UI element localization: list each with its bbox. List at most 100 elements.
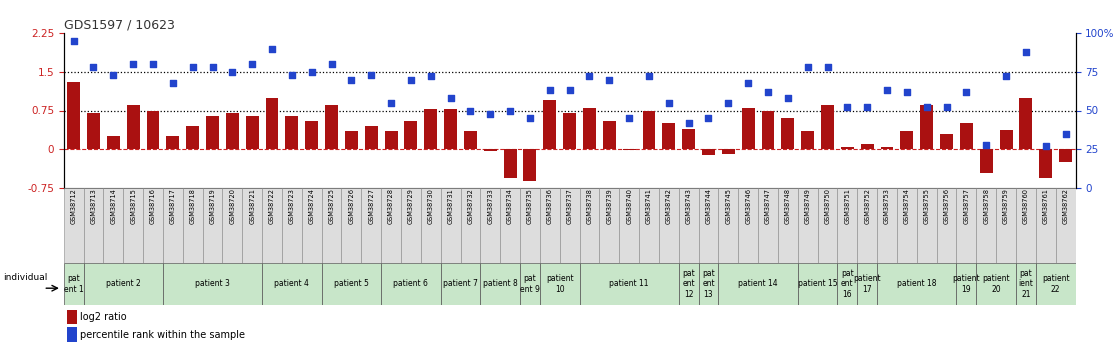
Point [739, 80, 757, 85]
Point [224, 69, 241, 75]
Bar [841, 147, 854, 149]
Bar [821, 105, 834, 149]
Text: GSM38751: GSM38751 [844, 188, 851, 224]
Point [818, 64, 836, 70]
Bar [758, 188, 778, 263]
Bar [503, 149, 517, 178]
Bar [282, 188, 302, 263]
Bar [623, 149, 636, 150]
Text: GSM38754: GSM38754 [903, 188, 910, 224]
Text: GSM38738: GSM38738 [587, 188, 593, 224]
Bar [246, 116, 258, 149]
Text: GSM38755: GSM38755 [923, 188, 930, 224]
Bar [440, 188, 461, 263]
Bar [481, 188, 500, 263]
Text: GSM38729: GSM38729 [408, 188, 414, 224]
Bar [900, 131, 913, 149]
Bar [385, 131, 398, 149]
Text: GSM38741: GSM38741 [646, 188, 652, 224]
Bar [84, 188, 103, 263]
Bar [64, 188, 84, 263]
Text: pat
ent
13: pat ent 13 [702, 269, 714, 299]
Bar [722, 149, 735, 155]
Bar [798, 263, 837, 305]
Bar [741, 108, 755, 149]
Bar [1059, 149, 1072, 162]
Bar [639, 188, 659, 263]
Bar [579, 263, 679, 305]
Point [838, 105, 856, 110]
Bar [484, 149, 496, 151]
Bar [322, 188, 341, 263]
Text: log2 ratio: log2 ratio [80, 312, 127, 322]
Text: GSM38743: GSM38743 [685, 188, 692, 224]
Bar [897, 188, 917, 263]
Point [560, 88, 578, 93]
Text: GSM38758: GSM38758 [983, 188, 989, 224]
Bar [682, 129, 695, 149]
Point [104, 72, 122, 78]
Text: patient 15: patient 15 [798, 279, 837, 288]
Text: GSM38730: GSM38730 [428, 188, 434, 224]
Text: GSM38760: GSM38760 [1023, 188, 1029, 224]
Bar [87, 113, 100, 149]
Text: GSM38749: GSM38749 [805, 188, 811, 224]
Bar [960, 124, 973, 149]
Text: patient
19: patient 19 [953, 274, 980, 294]
Point [600, 77, 618, 82]
Point [303, 69, 321, 75]
Bar [420, 188, 440, 263]
Text: patient 7: patient 7 [443, 279, 477, 288]
Text: GSM38752: GSM38752 [864, 188, 870, 224]
Text: GSM38731: GSM38731 [447, 188, 454, 224]
Bar [425, 109, 437, 149]
Point [362, 72, 380, 78]
Bar [67, 82, 80, 149]
Bar [719, 188, 738, 263]
Text: GSM38750: GSM38750 [825, 188, 831, 224]
Bar [662, 124, 675, 149]
Bar [1055, 188, 1076, 263]
Bar [563, 113, 576, 149]
Point [501, 108, 519, 113]
Bar [643, 110, 655, 149]
Point [878, 88, 896, 93]
Text: patient 6: patient 6 [394, 279, 428, 288]
Bar [381, 188, 401, 263]
Point [263, 46, 281, 51]
Text: patient 2: patient 2 [106, 279, 141, 288]
Bar [957, 263, 976, 305]
Bar [579, 188, 599, 263]
Bar [798, 188, 817, 263]
Bar [520, 188, 540, 263]
Point [957, 89, 975, 95]
Bar [464, 131, 477, 149]
Text: GSM38739: GSM38739 [606, 188, 613, 224]
Point [918, 105, 936, 110]
Bar [440, 263, 481, 305]
Bar [405, 121, 417, 149]
Point [323, 61, 341, 67]
Bar [481, 263, 520, 305]
Text: patient 14: patient 14 [738, 279, 778, 288]
Bar [679, 188, 699, 263]
Bar [243, 188, 262, 263]
Text: GSM38748: GSM38748 [785, 188, 790, 224]
Text: GSM38728: GSM38728 [388, 188, 394, 224]
Point [283, 72, 301, 78]
Point [1057, 131, 1074, 137]
Text: GSM38740: GSM38740 [626, 188, 632, 224]
Bar [461, 188, 481, 263]
Text: GSM38759: GSM38759 [1003, 188, 1010, 224]
Bar [738, 188, 758, 263]
Bar [976, 263, 1016, 305]
Text: GSM38714: GSM38714 [111, 188, 116, 224]
Text: GSM38722: GSM38722 [269, 188, 275, 224]
Bar [84, 263, 163, 305]
Point [203, 64, 221, 70]
Bar [937, 188, 957, 263]
Bar [341, 188, 361, 263]
Text: patient 11: patient 11 [609, 279, 648, 288]
Text: pat
ent
16: pat ent 16 [841, 269, 854, 299]
Text: GSM38723: GSM38723 [288, 188, 295, 224]
